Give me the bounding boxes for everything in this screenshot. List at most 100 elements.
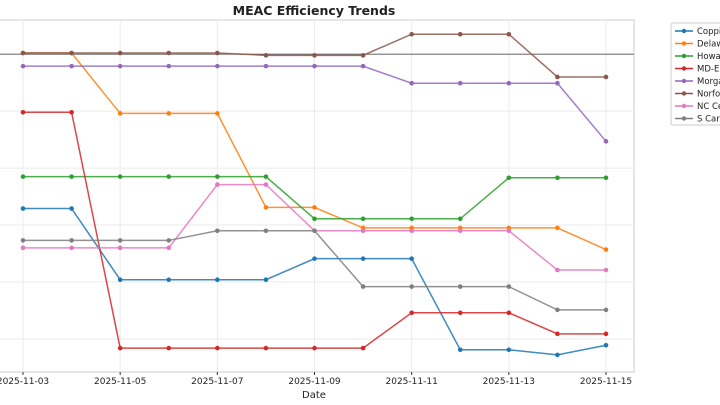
- data-point: [360, 53, 366, 58]
- data-point: [409, 256, 414, 261]
- legend-marker: [681, 103, 687, 109]
- data-point: [166, 174, 172, 179]
- data-point: [215, 174, 220, 179]
- data-point: [69, 206, 74, 211]
- data-point: [555, 307, 560, 313]
- data-point: [506, 228, 512, 234]
- data-point: [409, 310, 414, 316]
- series-howa: [20, 174, 609, 222]
- data-point: [360, 345, 366, 351]
- data-point: [263, 228, 269, 234]
- legend-label: Delaw: [697, 40, 720, 50]
- data-point: [506, 347, 512, 353]
- legend-label: Norfo: [697, 90, 720, 100]
- data-point: [20, 174, 26, 179]
- legend-label: Howa: [697, 52, 720, 62]
- data-point: [457, 310, 463, 316]
- data-point: [263, 63, 269, 69]
- data-point: [603, 74, 609, 80]
- data-point: [360, 63, 366, 69]
- legend-label: MD-E: [697, 65, 719, 75]
- data-point: [166, 277, 172, 283]
- data-point: [312, 205, 317, 210]
- data-point: [20, 206, 26, 211]
- data-point: [215, 50, 220, 56]
- data-point: [117, 174, 123, 179]
- data-point: [506, 175, 512, 181]
- data-point: [263, 53, 269, 58]
- data-point: [555, 352, 560, 358]
- plot-area: [0, 19, 635, 373]
- data-point: [117, 245, 123, 251]
- x-tick-label: 2025-11-07: [191, 377, 243, 387]
- legend-label: S Car: [697, 115, 720, 125]
- series-morga: [20, 63, 609, 144]
- data-point: [603, 139, 609, 144]
- x-tick-label: 2025-11-13: [483, 377, 535, 387]
- data-point: [263, 345, 269, 351]
- data-point: [506, 31, 512, 37]
- legend-marker: [681, 78, 687, 84]
- data-point: [312, 256, 317, 261]
- x-tick-label: 2025-11-11: [386, 377, 438, 387]
- data-point: [555, 175, 560, 181]
- legend-marker: [681, 41, 687, 46]
- x-tick-label: 2025-11-15: [580, 377, 632, 387]
- x-axis-label: Date: [302, 390, 326, 401]
- data-point: [603, 331, 609, 337]
- data-point: [457, 216, 463, 222]
- data-point: [312, 345, 317, 351]
- data-point: [506, 80, 512, 86]
- data-point: [215, 345, 220, 351]
- data-point: [20, 238, 26, 243]
- data-point: [360, 256, 366, 261]
- data-point: [20, 109, 26, 115]
- data-point: [603, 307, 609, 313]
- data-point: [603, 267, 609, 273]
- data-point: [263, 182, 269, 187]
- series-coppi: [20, 206, 609, 358]
- data-point: [457, 80, 463, 86]
- data-point: [506, 284, 512, 289]
- data-point: [312, 63, 317, 69]
- data-point: [166, 238, 172, 243]
- data-point: [457, 228, 463, 234]
- legend: Coppi Delaw Howa MD-E Morga Norfo NC Ce S Car: [670, 22, 720, 126]
- data-point: [166, 111, 172, 116]
- data-point: [409, 284, 414, 289]
- data-point: [555, 80, 560, 86]
- legend-marker: [681, 91, 687, 96]
- data-point: [555, 331, 560, 337]
- data-point: [166, 63, 172, 69]
- x-tick-label: 2025-11-09: [288, 377, 341, 387]
- data-point: [117, 277, 123, 283]
- data-point: [263, 205, 269, 210]
- data-point: [409, 216, 414, 222]
- legend-marker: [681, 116, 687, 121]
- legend-label: Coppi: [697, 27, 720, 37]
- data-point: [603, 247, 609, 252]
- data-point: [312, 216, 317, 222]
- legend-label: NC Ce: [697, 102, 720, 112]
- data-point: [506, 310, 512, 316]
- data-point: [215, 111, 220, 116]
- legend-label: Morga: [697, 77, 720, 87]
- series-s-car: [20, 228, 609, 313]
- data-point: [603, 342, 609, 348]
- data-point: [69, 109, 74, 115]
- x-tick-label: 2025-11-03: [0, 377, 49, 387]
- data-point: [360, 228, 366, 234]
- data-point: [20, 245, 26, 251]
- data-point: [166, 245, 172, 251]
- data-point: [117, 345, 123, 351]
- data-point: [20, 63, 26, 69]
- chart-title: MEAC Efficiency Trends: [233, 3, 396, 18]
- data-point: [263, 277, 269, 283]
- x-tick-label: 2025-11-05: [94, 377, 146, 387]
- data-point: [166, 345, 172, 351]
- legend-marker: [681, 66, 687, 71]
- data-point: [312, 228, 317, 234]
- data-point: [215, 228, 220, 234]
- data-point: [166, 50, 172, 56]
